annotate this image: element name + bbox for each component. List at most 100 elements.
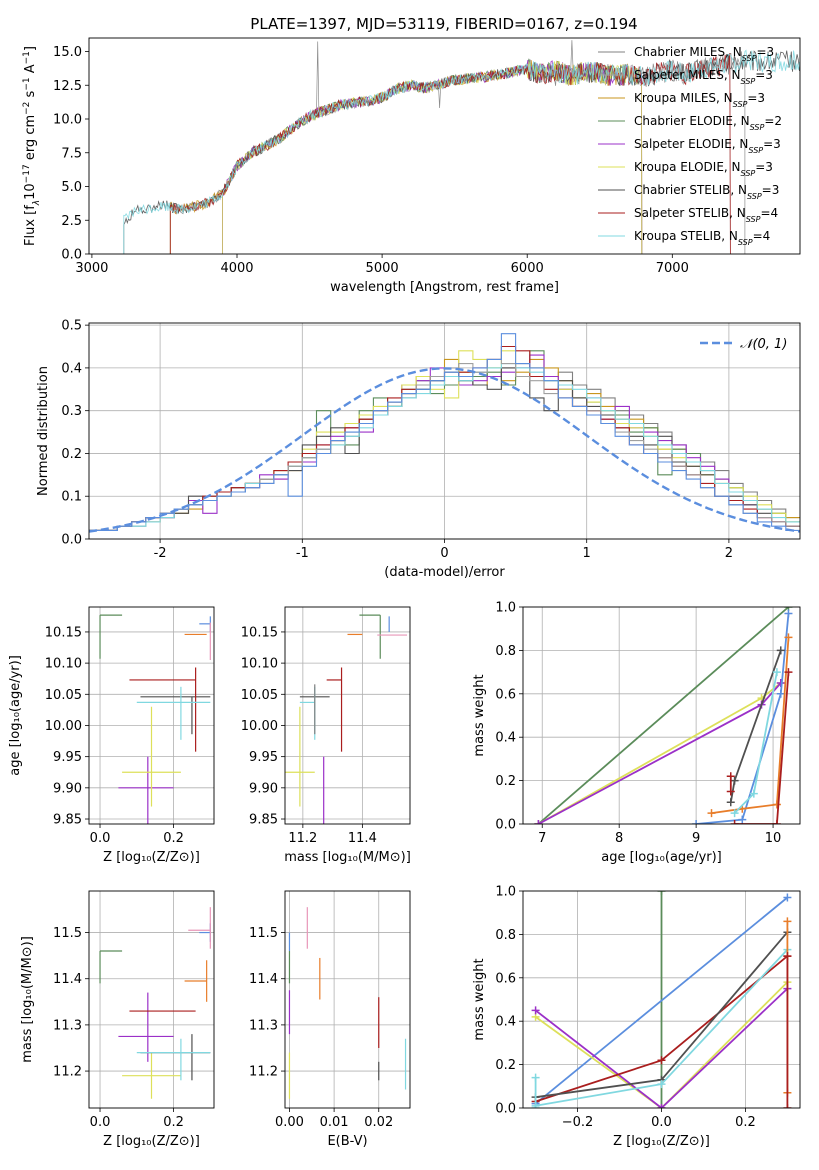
x-axis-label: Z [log₁₀(Z/Z⊙)] [613,1134,710,1149]
y-tick-label: 1.0 [495,885,516,900]
legend-entry: Chabrier ELODIE, NSSP=2 [634,114,782,132]
x-tick-label: 0.02 [364,1115,393,1130]
legend-entry: Salpeter MILES, NSSP=3 [634,68,773,86]
weight-series-line [535,987,789,1108]
spectrum-series-line [169,53,731,254]
spectrum-lines [123,40,800,254]
weight-point-marker [692,820,701,824]
y-tick-label: 0.4 [61,361,82,376]
x-tick-label: 7 [538,831,546,846]
weight-point-marker [772,668,781,677]
spectrum-frame [88,37,801,255]
y-axis-label-part: s [23,90,38,101]
y-tick-label: 10.05 [241,688,278,703]
x-tick-label: 9 [692,831,700,846]
y-axis-label-part: −1 [22,51,32,64]
spectrum-axes: 3000 4000 5000 6000 7000 0.0 2.5 5.0 7.5 10.0 12.5… [53,45,689,295]
age-vs-mass-points [285,614,408,824]
legend-sub: SSP [742,54,757,63]
spectrum-series-line [222,60,643,254]
spectrum-series-line [169,55,731,254]
weight-point-marker [784,633,793,642]
weight-point-marker [738,815,747,824]
y-tick-label: 10.15 [45,625,82,640]
x-tick-label: 0.2 [163,831,184,846]
y-tick-label: 11.3 [53,1018,82,1033]
y-tick-label: 7.5 [61,146,82,161]
legend-name: Chabrier ELODIE, N [634,114,750,128]
legend-name: Salpeter MILES, N [634,68,741,82]
weight-vs-age-lines [534,607,793,824]
weight-point-marker [657,1056,666,1065]
y-tick-label: 11.2 [249,1065,278,1080]
legend-value: =3 [755,160,773,174]
legend-value: =4 [753,229,771,243]
legend-name: Salpeter STELIB, N [634,206,746,220]
legend-entry: Kroupa MILES, NSSP=3 [634,91,765,109]
x-axis-label: mass [log₁₀(M/M⊙)] [284,850,411,865]
y-axis-label-part: ] [23,46,38,51]
x-tick-label: 0.0 [90,831,111,846]
weight-series-line [535,896,788,1105]
mass-vs-ebv-axes: 0.00 0.01 0.02 11.2 11.3 11.4 11.5 E(B-V) [249,891,410,1149]
legend-entry: 𝒩(0, 1) [740,337,787,352]
legend-entry: Salpeter STELIB, NSSP=4 [634,206,778,224]
legend-sub: SSP [738,238,753,247]
x-tick-label: 0.0 [651,1115,672,1130]
mass-vs-ebv-points [288,907,407,1099]
x-tick-label: 8 [615,831,623,846]
legend-name: Kroupa STELIB, N [634,229,738,243]
legend-entry: Chabrier STELIB, NSSP=3 [634,183,779,201]
weight-point-marker [657,891,666,895]
legend-entry: Kroupa STELIB, NSSP=4 [634,229,770,247]
y-axis-label-part: −17 [22,164,32,183]
weight-series-line [711,637,790,814]
y-tick-label: 10.10 [241,657,278,672]
y-axis-label: age [log₁₀(age/yr)] [8,655,23,776]
y-tick-label: 10.00 [45,719,82,734]
mass-vs-z-frame [88,890,215,1109]
y-tick-label: 9.90 [53,781,82,796]
legend-sub: SSP [747,192,762,201]
legend-entry: Salpeter ELODIE, NSSP=3 [634,137,781,155]
weight-point-marker [531,1104,540,1108]
y-tick-label: 0.3 [61,404,82,419]
x-tick-label: 6000 [511,261,544,276]
y-tick-label: 10.05 [45,688,82,703]
legend-value: =3 [762,183,780,197]
y-axis-label: mass weight [472,674,487,756]
age-vs-mass-axes: 11.2 11.4 9.85 9.90 9.95 10.00 10.05 10.10 10.15… [241,607,411,865]
y-tick-label: 9.90 [249,781,278,796]
legend-entry: Chabrier MILES, NSSP=3 [634,45,774,63]
legend-sub: SSP [746,215,761,224]
y-tick-label: 11.4 [249,972,278,987]
age-vs-z-frame [88,606,215,825]
weight-vs-age-frame [522,606,801,825]
weight-point-marker [726,787,735,796]
legend-value: =3 [763,137,781,151]
weight-point-marker [783,893,792,902]
y-tick-label: 0.4 [495,1015,516,1030]
x-axis-label: Z [log₁₀(Z/Z⊙)] [103,1134,200,1149]
x-tick-label: 11.4 [348,831,377,846]
y-tick-label: 9.85 [249,813,278,828]
y-tick-label: 0.2 [495,1058,516,1073]
y-tick-label: 15.0 [53,45,82,60]
legend-name: Salpeter ELODIE, N [634,137,748,151]
y-axis-label-part: −2 [22,102,32,115]
legend-value: =4 [760,206,778,220]
y-tick-label: 0.2 [495,774,516,789]
weight-point-marker [730,776,739,785]
y-axis-label: Flux [fλ10−17 erg cm−2 s−1 A−1] [22,46,42,246]
x-tick-label: 0.2 [735,1115,756,1130]
spectrum-series-line [123,49,800,254]
legend-sub: SSP [733,100,748,109]
y-tick-label: 2.5 [61,214,82,229]
weight-series-line [734,672,790,824]
x-tick-label: -2 [154,546,167,561]
y-axis-label-part: erg cm [23,115,38,164]
legend-value: =3 [747,91,765,105]
y-tick-label: 0.0 [495,818,516,833]
y-tick-label: 9.95 [249,750,278,765]
y-tick-label: 9.85 [53,813,82,828]
